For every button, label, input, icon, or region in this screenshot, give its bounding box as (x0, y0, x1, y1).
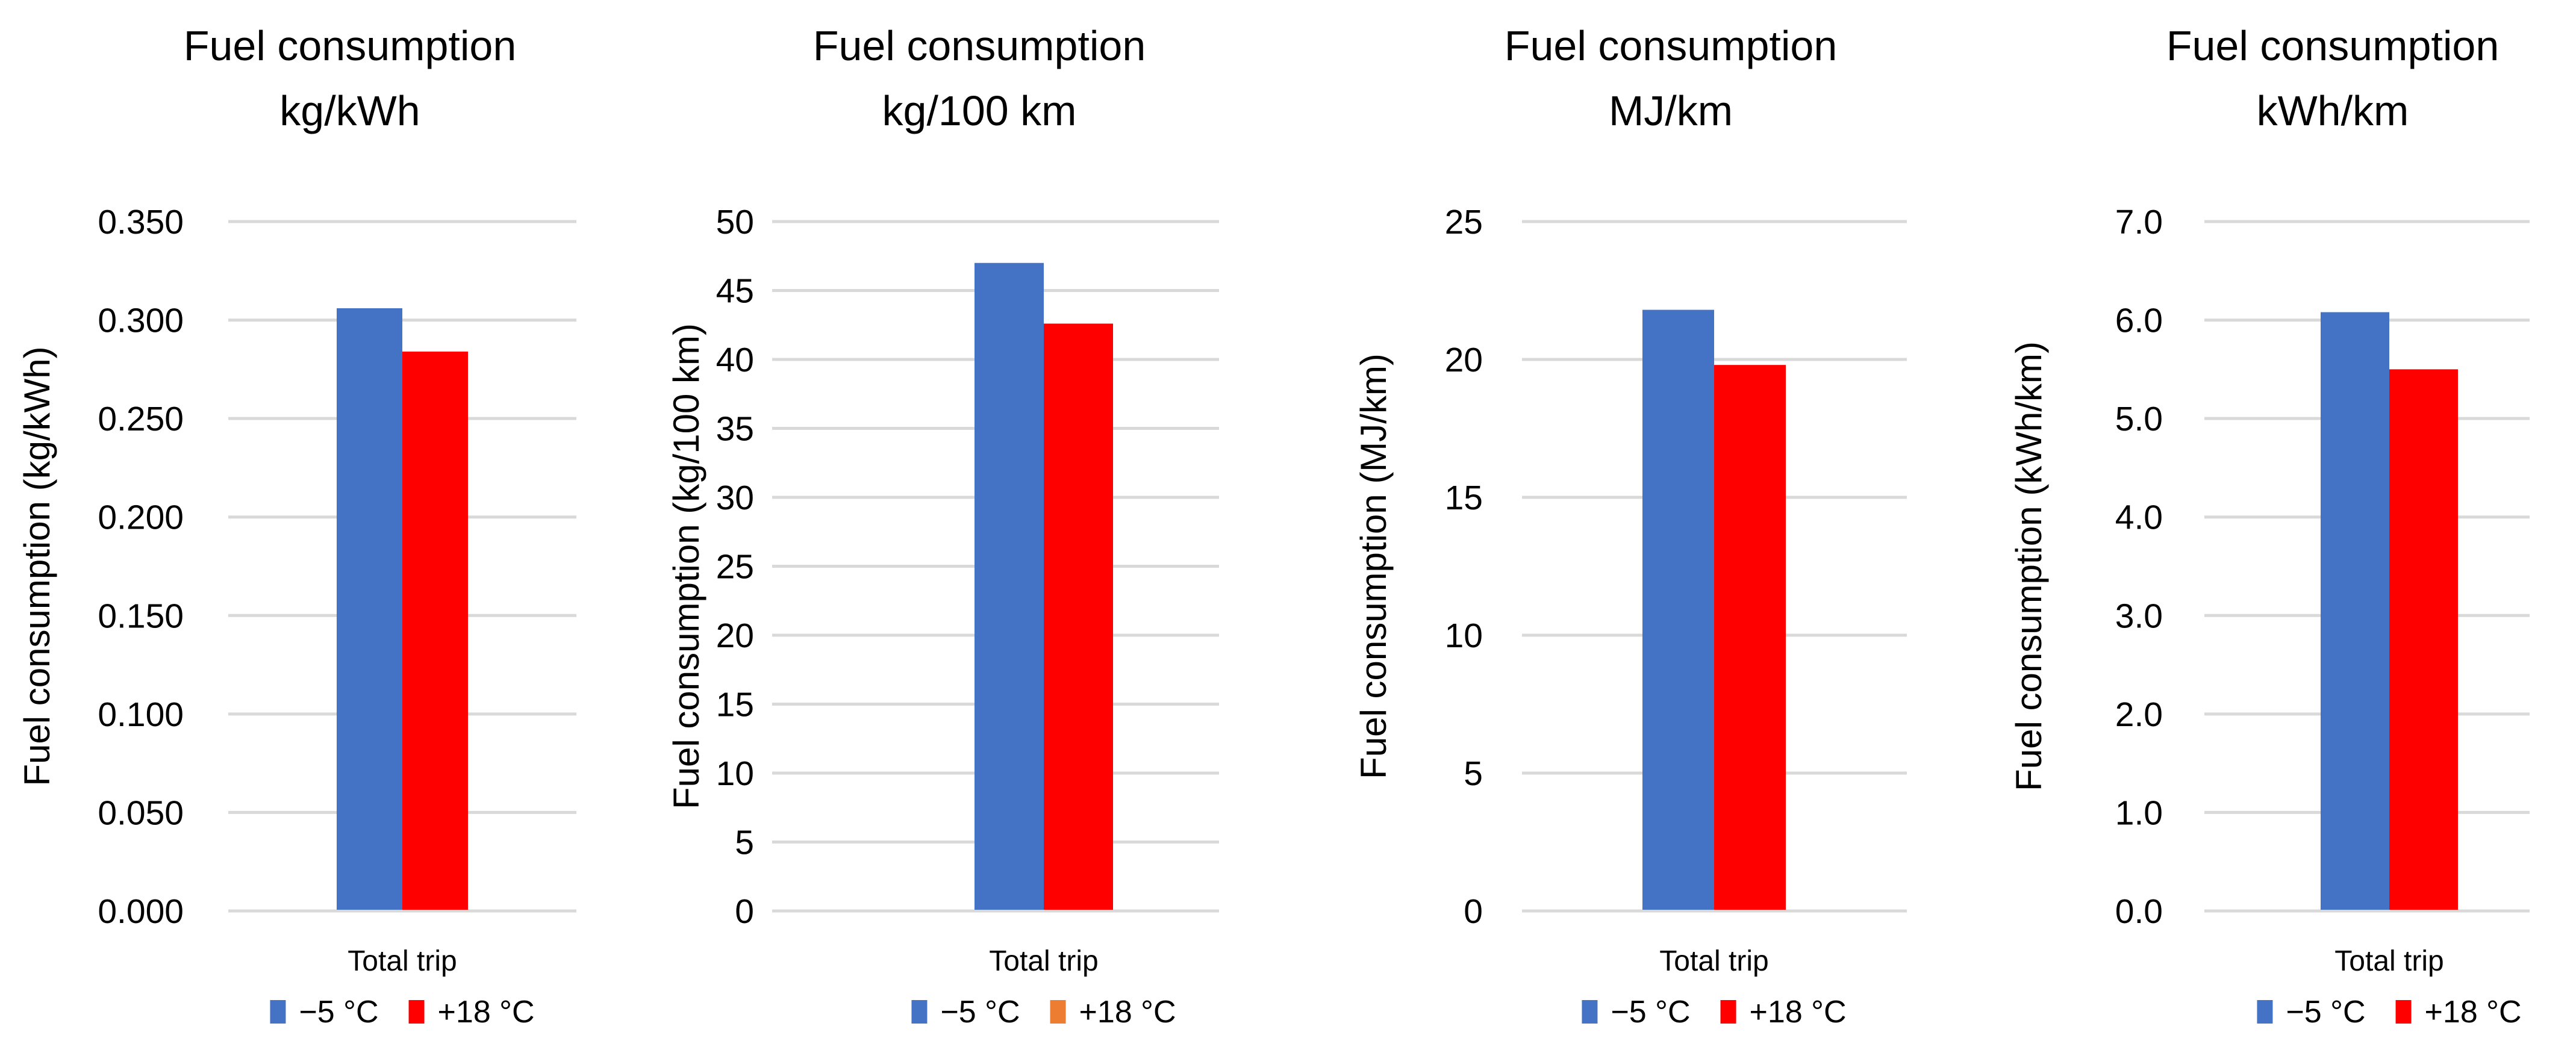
y-tick-label: 10 (716, 754, 754, 793)
legend: −5 °C +18 °C (1582, 995, 1847, 1030)
legend-label: +18 °C (1750, 995, 1847, 1030)
y-axis-label: Fuel consumption (kg/kWh) (17, 346, 57, 786)
chart-title-line: Fuel consumption (184, 22, 517, 69)
chart-1: Fuel consumption kg/kWh 0.000 0.050 0.100 0.1… (17, 22, 576, 1030)
y-tick-label: 1.0 (2115, 794, 2163, 832)
y-tick-label: 5.0 (2115, 400, 2163, 438)
legend-label: +18 °C (1079, 995, 1176, 1030)
legend-swatch (1582, 1000, 1598, 1024)
chart-title-line: MJ/km (1609, 87, 1733, 134)
y-tick-label: 0.050 (98, 794, 184, 832)
chart-title-line: kg/100 km (882, 87, 1077, 134)
legend: −5 °C +18 °C (270, 995, 535, 1030)
y-tick-label: 0.100 (98, 695, 184, 734)
bar-plus18c (1714, 365, 1786, 910)
legend-swatch (1050, 1000, 1066, 1024)
y-axis-label: Fuel consumption (kWh/km) (2009, 341, 2049, 791)
y-tick-label: 0.250 (98, 400, 184, 438)
y-tick-label: 15 (716, 686, 754, 724)
legend-swatch (270, 1000, 286, 1024)
legend: −5 °C +18 °C (2257, 995, 2522, 1030)
y-tick-label: 4.0 (2115, 499, 2163, 537)
y-tick-label: 0 (735, 892, 754, 931)
y-tick-label: 7.0 (2115, 203, 2163, 241)
y-tick-label: 0.350 (98, 203, 184, 241)
legend-swatch (408, 1000, 425, 1024)
legend: −5 °C +18 °C (911, 995, 1176, 1030)
y-axis-label: Fuel consumption (kg/100 km) (666, 323, 706, 809)
chart-title-line: kg/kWh (279, 87, 420, 134)
bar-minus5c (2321, 312, 2389, 910)
y-tick-label: 0.0 (2115, 892, 2163, 931)
y-tick-label: 0 (1464, 892, 1483, 931)
y-tick-label: 0.200 (98, 499, 184, 537)
bar-plus18c (2389, 369, 2458, 910)
bar-plus18c (402, 351, 468, 910)
category-label: Total trip (348, 945, 457, 977)
bar-minus5c (975, 263, 1044, 910)
y-tick-label: 0.000 (98, 892, 184, 931)
y-tick-label: 50 (716, 203, 754, 241)
legend-label: +18 °C (2425, 995, 2522, 1030)
category-label: Total trip (1659, 945, 1768, 977)
y-tick-label: 45 (716, 272, 754, 311)
y-tick-label: 25 (716, 548, 754, 586)
legend-label: −5 °C (299, 995, 378, 1030)
y-tick-label: 20 (1445, 341, 1483, 379)
y-tick-label: 25 (1445, 203, 1483, 241)
y-tick-label: 2.0 (2115, 695, 2163, 734)
legend-swatch (911, 1000, 928, 1024)
bar-minus5c (337, 308, 402, 910)
legend-label: −5 °C (940, 995, 1020, 1030)
y-tick-label: 30 (716, 479, 754, 517)
y-tick-label: 5 (735, 824, 754, 862)
legend-swatch (2395, 1000, 2412, 1024)
y-axis-label: Fuel consumption (MJ/km) (1353, 353, 1394, 779)
category-label: Total trip (2334, 945, 2443, 977)
y-tick-label: 3.0 (2115, 597, 2163, 635)
y-tick-label: 20 (716, 617, 754, 655)
chart-title-line: Fuel consumption (1505, 22, 1838, 69)
y-tick-label: 0.300 (98, 302, 184, 340)
y-tick-label: 35 (716, 410, 754, 449)
legend-label: −5 °C (2286, 995, 2365, 1030)
category-label: Total trip (989, 945, 1098, 977)
chart-title-line: Fuel consumption (813, 22, 1146, 69)
y-tick-label: 10 (1445, 617, 1483, 655)
chart-4: Fuel consumption kWh/km 0.0 1.0 2.0 3.0 4.0 5.0… (2009, 22, 2530, 1030)
chart-title-line: Fuel consumption (2166, 22, 2500, 69)
legend-swatch (2257, 1000, 2273, 1024)
legend-label: +18 °C (438, 995, 535, 1030)
bar-minus5c (1642, 309, 1714, 910)
legend-swatch (1720, 1000, 1736, 1024)
y-tick-label: 40 (716, 341, 754, 379)
y-tick-label: 6.0 (2115, 302, 2163, 340)
y-tick-label: 15 (1445, 479, 1483, 517)
legend-label: −5 °C (1611, 995, 1690, 1030)
chart-title-line: kWh/km (2257, 87, 2409, 134)
y-tick-label: 5 (1464, 754, 1483, 793)
bar-plus18c (1044, 323, 1113, 910)
chart-3: Fuel consumption MJ/km 0 5 10 15 20 25 Fuel cons… (1353, 22, 1907, 1030)
y-tick-label: 0.150 (98, 597, 184, 635)
chart-2: Fuel consumption kg/100 km 0 5 10 15 20 25 30 35 4… (666, 22, 1219, 1030)
